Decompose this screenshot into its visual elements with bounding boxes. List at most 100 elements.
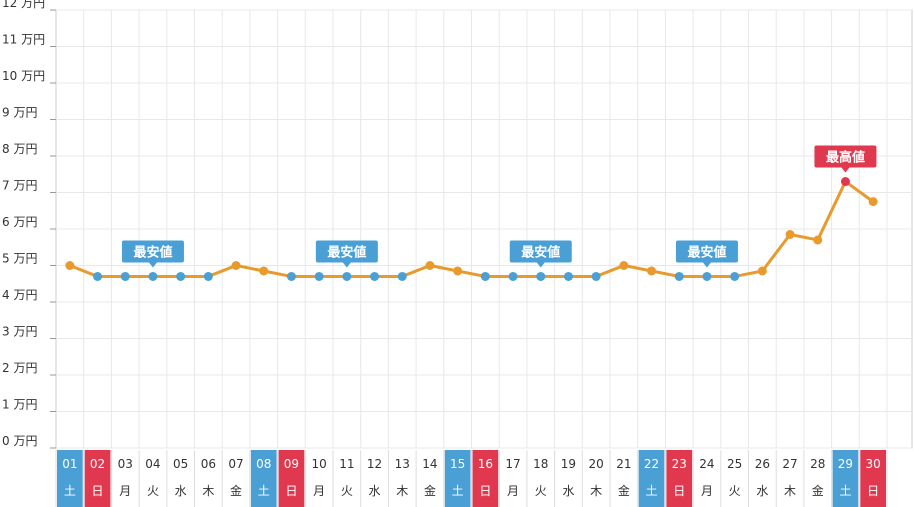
min-price-point [370, 271, 380, 281]
price-point [259, 266, 269, 276]
min-badge [675, 240, 738, 263]
day-number: 02 [90, 457, 105, 471]
min-price-point [203, 271, 213, 281]
day-weekday: 木 [590, 484, 602, 498]
y-tick-label: 2 万円 [2, 361, 37, 375]
y-tick-label: 9 万円 [2, 106, 37, 120]
min-badge-label: 最安値 [687, 244, 726, 260]
y-tick-label: 7 万円 [2, 179, 37, 193]
day-number: 23 [672, 457, 687, 471]
day-weekday: 月 [701, 484, 713, 498]
y-tick-label: 12 万円 [2, 0, 45, 10]
badge-pointer [148, 262, 157, 268]
day-weekday: 木 [396, 484, 408, 498]
price-series [65, 177, 878, 281]
day-weekday: 日 [92, 484, 104, 498]
chart-grid [55, 9, 913, 449]
day-weekday: 火 [535, 484, 547, 498]
day-number: 25 [727, 457, 742, 471]
badge-pointer [536, 262, 545, 268]
y-tick-label: 11 万円 [2, 33, 45, 47]
min-badge-label: 最安値 [521, 244, 560, 260]
day-number: 03 [118, 457, 133, 471]
price-point [231, 261, 241, 270]
day-number: 19 [561, 457, 576, 471]
day-weekday: 日 [285, 484, 297, 498]
price-point [785, 229, 795, 239]
day-weekday: 日 [673, 484, 685, 498]
price-point [65, 261, 75, 270]
day-weekday: 月 [313, 484, 325, 498]
day-weekday: 月 [507, 484, 519, 498]
day-cell-22 [638, 450, 665, 507]
day-weekday: 日 [479, 484, 491, 498]
day-weekday: 火 [341, 484, 353, 498]
day-weekday: 火 [147, 484, 159, 498]
day-number: 01 [62, 457, 77, 471]
day-cell-01 [57, 450, 83, 507]
day-cell-29 [832, 450, 859, 507]
min-price-point [730, 271, 740, 281]
min-price-point [508, 271, 518, 281]
badge-pointer [342, 262, 351, 268]
day-number: 08 [256, 457, 271, 471]
min-badge-label: 最安値 [327, 244, 366, 260]
min-price-point [397, 271, 407, 281]
badge-pointer [841, 167, 850, 173]
price-point [868, 197, 878, 207]
day-weekday: 水 [756, 484, 768, 498]
price-point [813, 235, 823, 245]
price-annotations: 最安値 最安値 最安値 最安値 最高値 [121, 145, 877, 268]
x-axis-calendar: 01土02日03月04火05水06木07金08土09日10月11火12水13木1… [55, 450, 888, 507]
day-number: 07 [228, 457, 243, 471]
min-price-point [480, 271, 490, 281]
day-weekday: 日 [867, 484, 879, 498]
min-price-point [120, 271, 130, 281]
day-number: 12 [367, 457, 382, 471]
y-tick-label: 4 万円 [2, 288, 37, 302]
day-number: 06 [201, 457, 216, 471]
day-number: 11 [339, 457, 354, 471]
y-tick-label: 6 万円 [2, 215, 37, 229]
day-weekday: 木 [202, 484, 214, 498]
day-weekday: 月 [119, 484, 131, 498]
day-number: 18 [533, 457, 548, 471]
day-number: 26 [755, 457, 770, 471]
day-weekday: 水 [562, 484, 574, 498]
day-cell-09 [278, 450, 305, 507]
day-number: 04 [145, 457, 160, 471]
min-badge [509, 240, 572, 263]
day-weekday: 土 [839, 484, 851, 498]
day-weekday: 木 [784, 484, 796, 498]
day-weekday: 土 [646, 484, 658, 498]
price-point [425, 261, 435, 270]
min-price-point [591, 271, 601, 281]
y-tick-label: 8 万円 [2, 142, 37, 156]
day-weekday: 火 [729, 484, 741, 498]
day-number: 29 [838, 457, 853, 471]
day-cell-02 [84, 450, 111, 507]
y-tick-label: 0 万円 [2, 434, 37, 448]
day-number: 09 [284, 457, 299, 471]
y-tick-label: 10 万円 [2, 69, 45, 83]
day-number: 13 [395, 457, 410, 471]
day-cell-15 [444, 450, 471, 507]
min-price-point [674, 271, 684, 281]
day-number: 05 [173, 457, 188, 471]
day-weekday: 土 [452, 484, 464, 498]
max-badge [814, 145, 877, 168]
price-point [647, 266, 657, 276]
price-point [619, 261, 629, 270]
min-badge [121, 240, 184, 263]
min-price-point [702, 271, 712, 281]
price-point [453, 266, 463, 276]
day-number: 15 [450, 457, 465, 471]
y-tick-label: 1 万円 [2, 398, 37, 412]
min-price-point [93, 271, 103, 281]
day-number: 10 [312, 457, 327, 471]
day-weekday: 水 [369, 484, 381, 498]
min-badge-label: 最安値 [133, 244, 172, 260]
day-number: 21 [616, 457, 631, 471]
y-tick-label: 3 万円 [2, 325, 37, 339]
